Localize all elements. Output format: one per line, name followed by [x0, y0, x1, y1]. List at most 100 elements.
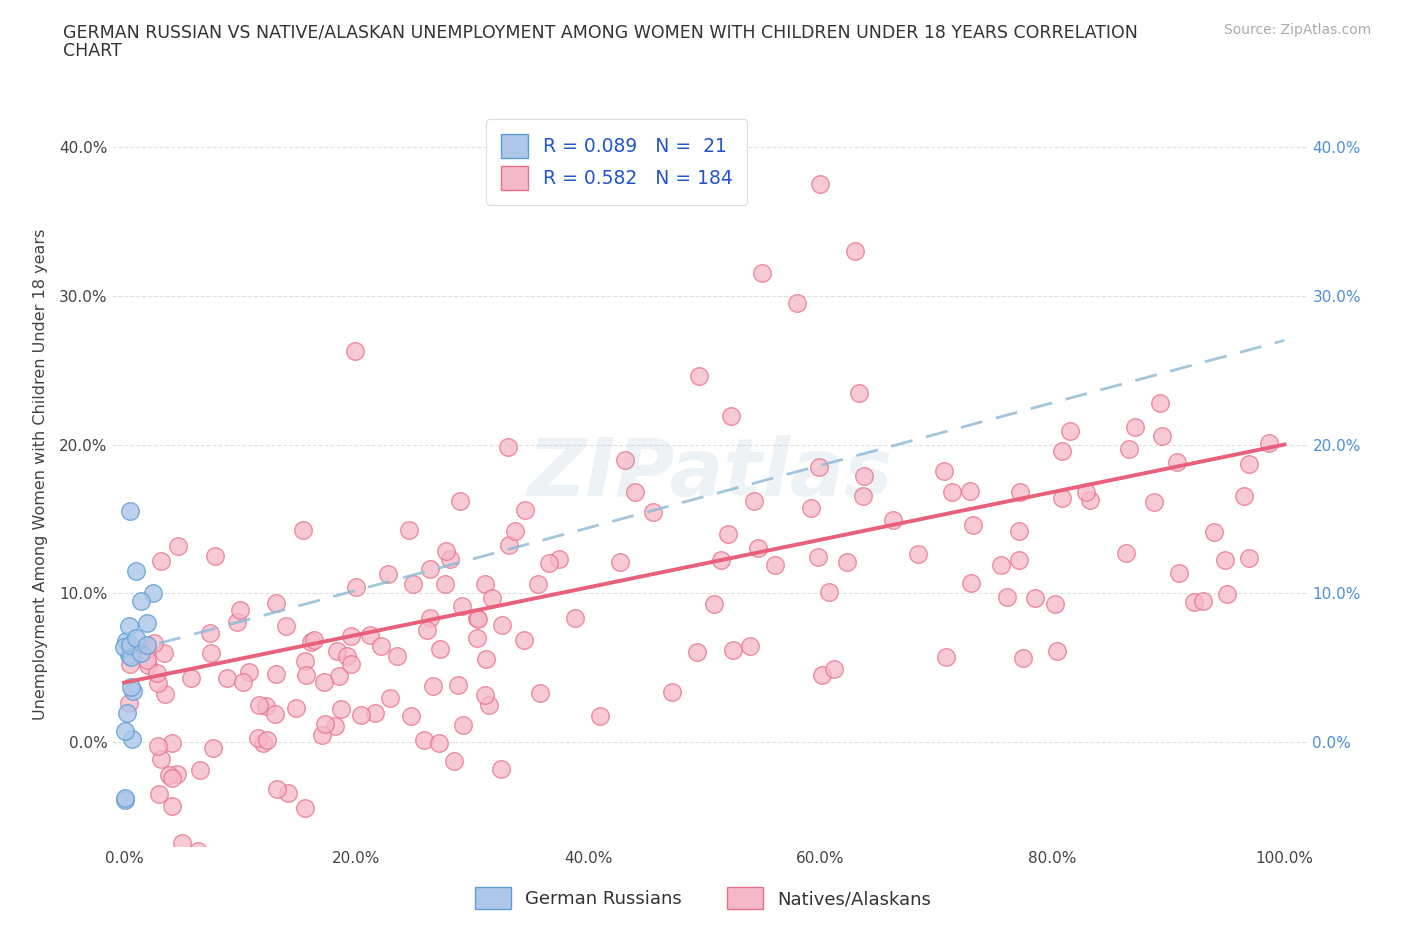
Point [1166, 454, 1188, 469]
Point [200, 645, 222, 660]
Point [294, 801, 316, 816]
Point [529, 685, 551, 700]
Point [153, 686, 176, 701]
Legend: German Russians, Natives/Alaskans: German Russians, Natives/Alaskans [467, 880, 939, 916]
Point [202, 740, 225, 755]
Point [370, 639, 392, 654]
Point [1142, 495, 1164, 510]
Point [295, 668, 318, 683]
Point [204, 549, 226, 564]
Point [118, 504, 141, 519]
Point [439, 551, 461, 566]
Point [614, 453, 637, 468]
Point [995, 590, 1018, 604]
Point [364, 706, 387, 721]
Point [818, 585, 841, 600]
Point [148, 787, 170, 802]
Point [474, 577, 496, 591]
Point [121, 731, 143, 746]
Point [146, 738, 169, 753]
Point [990, 558, 1012, 573]
Point [299, 634, 322, 649]
Point [162, 771, 184, 786]
Point [451, 717, 474, 732]
Point [848, 385, 870, 400]
Point [1239, 457, 1261, 472]
Point [474, 651, 496, 666]
Point [661, 684, 683, 699]
Point [311, 727, 333, 742]
Point [837, 554, 859, 569]
Point [427, 736, 450, 751]
Point [810, 668, 832, 683]
Point [125, 631, 148, 645]
Point [935, 650, 957, 665]
Point [136, 642, 159, 657]
Point [474, 687, 496, 702]
Point [1115, 546, 1137, 561]
Point [547, 552, 569, 567]
Point [1191, 593, 1213, 608]
Point [226, 615, 249, 630]
Point [451, 599, 474, 614]
Point [1233, 488, 1256, 503]
Point [125, 564, 148, 578]
Point [114, 790, 136, 805]
Point [304, 632, 326, 647]
Point [1168, 565, 1191, 580]
Point [378, 691, 401, 706]
Point [941, 485, 963, 499]
Point [419, 561, 441, 576]
Point [398, 523, 420, 538]
Point [136, 653, 159, 668]
Point [1007, 524, 1029, 538]
Point [1149, 395, 1171, 410]
Text: Source: ZipAtlas.com: Source: ZipAtlas.com [1223, 23, 1371, 37]
Point [377, 567, 399, 582]
Point [314, 674, 336, 689]
Point [527, 577, 550, 591]
Point [422, 679, 444, 694]
Point [215, 671, 238, 685]
Point [716, 526, 738, 541]
Point [1078, 493, 1101, 508]
Point [1024, 591, 1046, 605]
Point [344, 580, 367, 595]
Point [180, 671, 202, 685]
Point [188, 763, 211, 777]
Point [609, 554, 631, 569]
Point [114, 792, 136, 807]
Point [160, 798, 183, 813]
Point [340, 657, 363, 671]
Point [738, 639, 761, 654]
Point [907, 546, 929, 561]
Point [751, 266, 773, 281]
Point [688, 368, 710, 383]
Point [314, 716, 336, 731]
Point [238, 665, 260, 680]
Point [786, 296, 808, 311]
Point [153, 645, 176, 660]
Point [686, 644, 709, 659]
Point [434, 544, 457, 559]
Point [747, 540, 769, 555]
Point [326, 644, 349, 658]
Point [808, 177, 831, 192]
Point [413, 733, 436, 748]
Point [564, 610, 586, 625]
Point [247, 698, 270, 712]
Point [1118, 441, 1140, 456]
Point [114, 724, 136, 738]
Point [385, 649, 408, 664]
Point [118, 618, 141, 633]
Point [150, 553, 173, 568]
Point [467, 612, 489, 627]
Point [419, 611, 441, 626]
Point [229, 603, 252, 618]
Point [1050, 490, 1073, 505]
Point [447, 677, 470, 692]
Point [1008, 552, 1031, 567]
Point [623, 485, 645, 499]
Point [266, 667, 288, 682]
Point [882, 512, 904, 527]
